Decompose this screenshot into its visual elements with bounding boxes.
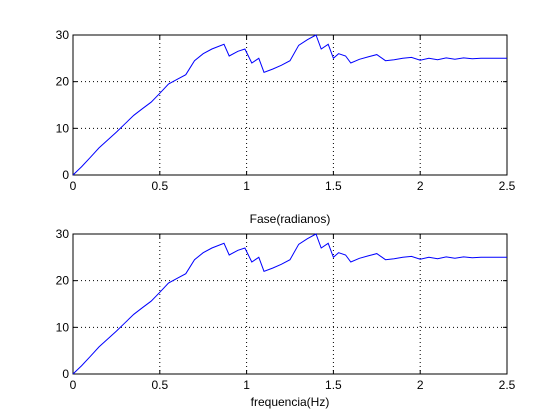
x-tick-label: 1 bbox=[243, 179, 250, 193]
plot-area bbox=[72, 34, 508, 176]
series-line bbox=[72, 34, 507, 176]
y-tick-label: 20 bbox=[56, 274, 70, 288]
y-tick-label: 0 bbox=[62, 168, 69, 182]
y-tick-label: 30 bbox=[56, 227, 70, 241]
x-axis-label: frequencia(Hz) bbox=[251, 395, 330, 409]
x-tick-label: 2 bbox=[417, 179, 424, 193]
x-tick-label: 0 bbox=[70, 378, 77, 392]
y-tick-label: 0 bbox=[62, 367, 69, 381]
x-tick-label: 0 bbox=[70, 179, 77, 193]
x-tick-label: 2.5 bbox=[499, 378, 516, 392]
y-tick-label: 10 bbox=[56, 320, 70, 334]
x-tick-label: 1.5 bbox=[325, 179, 342, 193]
subplot-1: 0 0.5 1 1.5 2 2.5 0 10 20 30 bbox=[56, 28, 516, 193]
x-tick-label: 2 bbox=[417, 378, 424, 392]
x-tick-label: 0.5 bbox=[151, 179, 168, 193]
x-tick-label: 1 bbox=[243, 378, 250, 392]
y-tick-label: 30 bbox=[56, 28, 70, 42]
chart-title: Fase(radianos) bbox=[250, 212, 331, 226]
x-tick-label: 0.5 bbox=[151, 378, 168, 392]
y-tick-label: 10 bbox=[56, 121, 70, 135]
y-tick-label: 20 bbox=[56, 75, 70, 89]
x-tick-label: 1.5 bbox=[325, 378, 342, 392]
x-tick-label: 2.5 bbox=[499, 179, 516, 193]
series-line bbox=[72, 233, 507, 375]
subplot-2: 0 0.5 1 1.5 2 2.5 0 10 20 30 Fase(radianos) frequen… bbox=[56, 212, 516, 409]
plot-area bbox=[72, 233, 508, 375]
